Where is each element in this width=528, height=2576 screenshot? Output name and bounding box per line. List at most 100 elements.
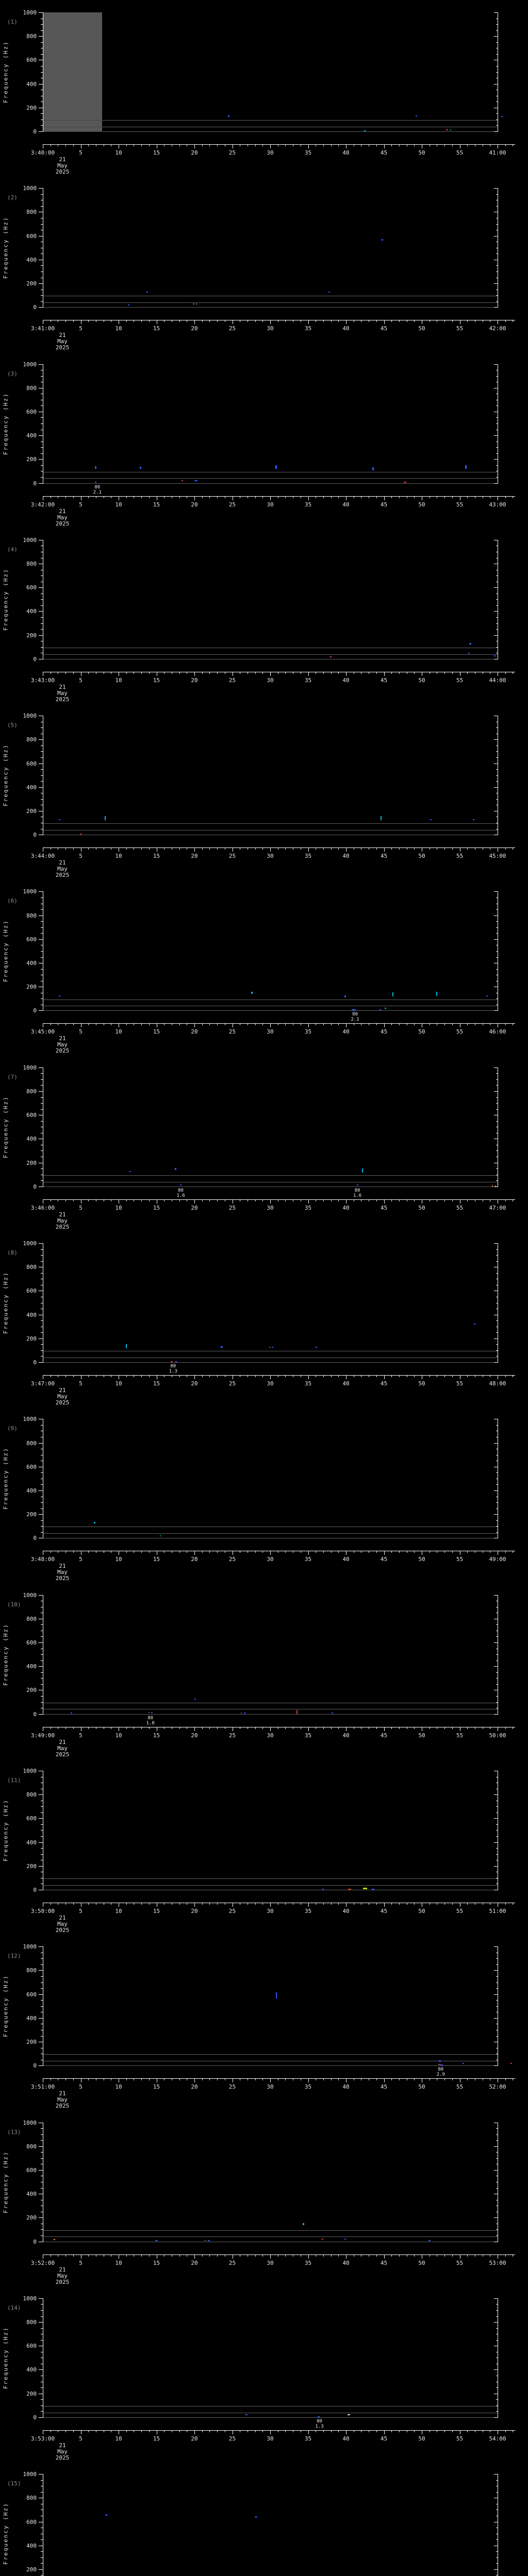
y-axis-tick — [41, 1636, 43, 1637]
y-axis-tick — [41, 1532, 43, 1533]
x-axis-tick — [126, 1726, 127, 1729]
x-axis-tick — [73, 496, 74, 498]
x-axis-tick — [65, 2254, 67, 2257]
x-axis-tick — [209, 1375, 210, 1378]
data-point — [468, 653, 470, 654]
x-tick-label: 20 — [191, 1732, 198, 1739]
y-axis-tick — [41, 951, 43, 952]
x-tick-label: 10 — [115, 2083, 122, 2091]
data-point — [321, 2238, 323, 2240]
y-axis-tick — [496, 1320, 498, 1321]
y-tick-label: 200 — [26, 1687, 37, 1694]
date-month-label: May — [57, 2096, 68, 2104]
x-axis-tick — [376, 144, 377, 146]
event-label-magnitude: 1.6 — [353, 1193, 362, 1198]
data-point — [348, 1889, 352, 1890]
x-axis-tick — [399, 2078, 400, 2081]
y-axis-tick — [494, 2369, 498, 2370]
x-tick-label: 40 — [342, 1204, 350, 1211]
x-axis-tick — [331, 2254, 332, 2257]
x-axis-tick — [444, 848, 446, 850]
x-axis-tick — [148, 1023, 150, 1026]
x-tick-label: 10 — [115, 2435, 122, 2442]
data-point — [129, 1171, 131, 1172]
x-axis-tick — [338, 320, 339, 323]
y-axis-tick — [494, 1443, 498, 1444]
x-tick-label: 5 — [79, 853, 82, 860]
data-point — [316, 1347, 318, 1348]
x-axis-tick — [399, 1375, 400, 1378]
y-axis-tick — [41, 897, 43, 899]
y-axis-tick — [39, 587, 43, 588]
y-axis-tick — [39, 1666, 43, 1667]
x-axis-tick — [148, 2254, 150, 2257]
x-axis-tick — [209, 2430, 210, 2432]
x-tick-label: 20 — [191, 1907, 198, 1914]
data-point — [344, 995, 346, 997]
y-axis-tick — [41, 24, 43, 25]
y-tick-label: 800 — [26, 2495, 37, 2502]
data-point — [220, 1346, 223, 1348]
y-tick-label: 600 — [26, 2166, 37, 2174]
y-axis-tick — [494, 1338, 498, 1339]
y-axis-tick — [41, 2563, 43, 2564]
data-point — [140, 466, 142, 469]
x-axis-tick — [452, 144, 453, 146]
x-axis-tick — [88, 1902, 89, 1905]
x-axis-tick — [323, 144, 324, 146]
x-tick-label: 45 — [380, 501, 388, 508]
x-axis-tick — [148, 1551, 150, 1553]
y-axis-tick — [39, 1866, 43, 1867]
x-axis-tick — [148, 848, 150, 850]
x-axis-tick — [444, 1375, 446, 1378]
y-axis-title: Frequency (Hz) — [2, 2502, 9, 2565]
y-tick-label: 600 — [26, 57, 37, 64]
y-axis-tick — [41, 1806, 43, 1807]
y-axis-tick — [41, 2551, 43, 2552]
x-axis-tick — [285, 144, 286, 146]
y-axis-tick — [496, 101, 498, 103]
x-axis-tick — [73, 2430, 74, 2432]
event-label-magnitude: 1.3 — [315, 2424, 324, 2429]
x-axis-tick — [414, 1551, 415, 1553]
y-axis-tick — [496, 2229, 498, 2230]
x-axis-tick — [73, 1023, 74, 1026]
x-tick-label: 40 — [342, 149, 350, 156]
x-axis-tick — [65, 496, 67, 498]
reference-line — [43, 2054, 498, 2055]
y-tick-label: 400 — [26, 1136, 37, 1143]
x-axis-tick — [217, 1023, 218, 1026]
x-axis-tick — [217, 1551, 218, 1553]
y-axis-tick — [496, 2399, 498, 2400]
x-axis-tick — [384, 671, 385, 676]
x-axis-tick — [323, 1375, 324, 1378]
end-time-label: 42:00 — [489, 325, 506, 332]
spectrogram-panel: (5) Frequency (Hz) 0 200 400 600 800 1000 3:44:0… — [0, 703, 528, 879]
x-axis-tick — [217, 671, 218, 674]
x-axis-tick — [255, 1726, 256, 1729]
y-axis-tick — [41, 957, 43, 958]
x-axis-tick — [338, 1023, 339, 1026]
y-axis-tick — [41, 1320, 43, 1321]
y-axis-tick — [41, 453, 43, 454]
date-year-label: 2025 — [55, 1575, 70, 1582]
y-axis-tick — [41, 2492, 43, 2493]
data-point — [159, 1535, 161, 1536]
y-axis-tick — [41, 1103, 43, 1104]
y-axis-tick — [41, 2140, 43, 2141]
x-axis-tick — [414, 1023, 415, 1026]
x-axis-tick — [217, 1199, 218, 1201]
x-axis-tick — [255, 1023, 256, 1026]
x-axis-tick — [384, 2078, 385, 2083]
x-axis-tick — [73, 1726, 74, 1729]
spectrogram-panel: (14) Frequency (Hz) 0 200 400 600 800 1000 80 1.3… — [0, 2285, 528, 2462]
y-axis-tick — [41, 42, 43, 43]
y-axis-tick — [41, 2316, 43, 2317]
date-day-label: 21 — [59, 1563, 66, 1570]
x-axis-tick — [376, 848, 377, 850]
x-axis-tick — [391, 1199, 392, 1201]
data-point — [151, 1712, 153, 1714]
date-year-label: 2025 — [55, 1751, 70, 1758]
y-axis-tick — [494, 364, 498, 365]
y-axis-tick — [496, 951, 498, 952]
